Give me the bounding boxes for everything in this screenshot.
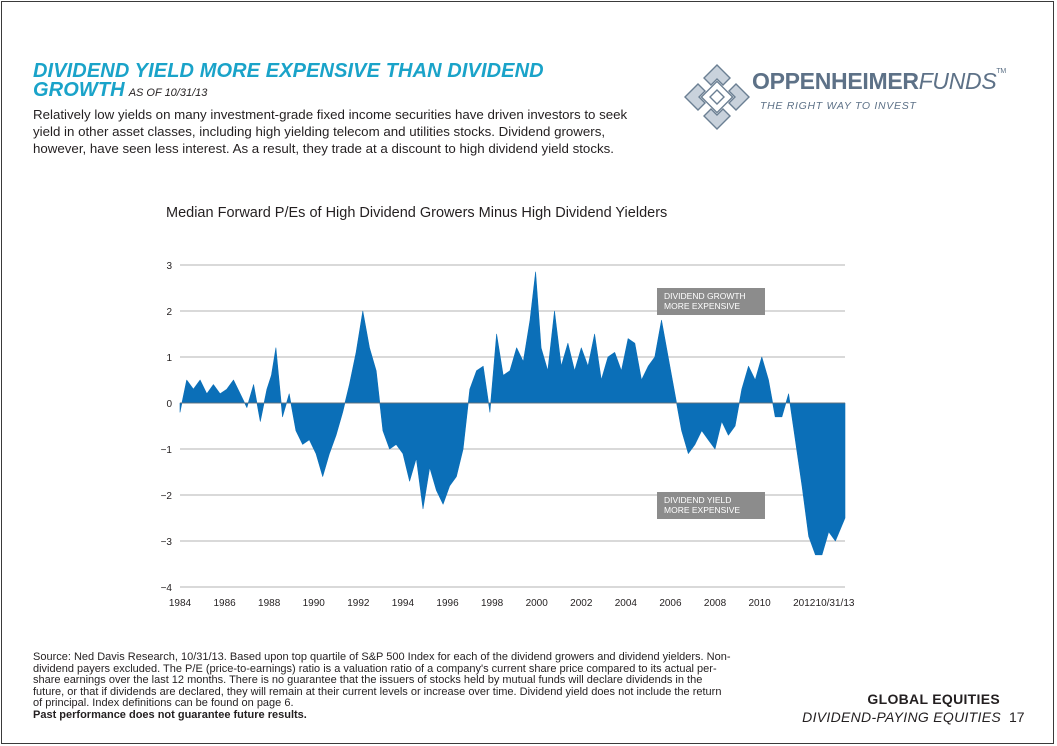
annotation-label: DIVIDEND YIELD: [664, 495, 731, 505]
annotation-box: [657, 288, 765, 315]
annotation-label: MORE EXPENSIVE: [664, 301, 740, 311]
x-tick-label: 1984: [169, 598, 192, 609]
page-title: DIVIDEND YIELD MORE EXPENSIVE THAN DIVID…: [33, 60, 593, 103]
y-tick-label: 2: [166, 307, 172, 318]
pe-spread-chart: 3 2 1 0 −1 −2 −3 −4 1984 1986 1988 1990 1992 1994 1996…: [161, 261, 855, 609]
y-tick-label: 3: [166, 261, 172, 272]
annotation-label: MORE EXPENSIVE: [664, 505, 740, 515]
intro-paragraph: Relatively low yields on many investment…: [33, 107, 628, 156]
area-series: [179, 271, 846, 556]
x-tick-label: 1998: [481, 598, 504, 609]
x-tick-label: 10/31/13: [816, 598, 855, 609]
y-tick-label: 1: [166, 353, 172, 364]
source-text: Source: Ned Davis Research, 10/31/13. Ba…: [33, 651, 731, 710]
x-tick-label: 1996: [436, 598, 459, 609]
x-tick-label: 1986: [213, 598, 236, 609]
as-of-date: AS OF 10/31/13: [128, 87, 208, 99]
logo-name-bold: OPPENHEIMER: [752, 68, 919, 94]
performance-disclaimer: Past performance does not guarantee futu…: [33, 708, 307, 721]
y-tick-label: 0: [166, 399, 172, 410]
annotation-label: DIVIDEND GROWTH: [664, 291, 746, 301]
headline-text: DIVIDEND YIELD MORE EXPENSIVE THAN DIVID…: [33, 60, 544, 101]
x-tick-label: 2010: [748, 598, 771, 609]
y-tick-label: −4: [161, 583, 173, 594]
footer-section: GLOBAL EQUITIES: [867, 691, 1000, 707]
chart-title: Median Forward P/Es of High Dividend Gro…: [166, 205, 668, 221]
x-tick-label: 2000: [526, 598, 549, 609]
x-tick-label: 2008: [704, 598, 727, 609]
x-tick-label: 1992: [347, 598, 370, 609]
annotation-box: [657, 492, 765, 519]
y-tick-label: −1: [161, 445, 173, 456]
logo-tagline: THE RIGHT WAY TO INVEST: [760, 100, 917, 112]
logo-name-light: FUNDS: [918, 68, 997, 94]
source-note: Source: Ned Davis Research, 10/31/13. Ba…: [33, 651, 733, 722]
logo-mark-icon: [684, 64, 750, 130]
logo-trademark: TM: [996, 68, 1006, 75]
logo-wordmark: OPPENHEIMERFUNDSTM: [752, 68, 1006, 95]
x-tick-label: 2004: [615, 598, 638, 609]
y-tick-label: −3: [161, 537, 173, 548]
x-tick-label: 1994: [392, 598, 415, 609]
x-tick-label: 2006: [659, 598, 682, 609]
x-tick-label: 1990: [303, 598, 326, 609]
y-tick-label: −2: [161, 491, 173, 502]
x-tick-label: 2002: [570, 598, 593, 609]
page-number: 17: [1009, 709, 1025, 725]
footer-subsection: DIVIDEND-PAYING EQUITIES: [802, 709, 1001, 725]
x-tick-label: 2012: [793, 598, 816, 609]
x-tick-label: 1988: [258, 598, 281, 609]
oppenheimer-logo: OPPENHEIMERFUNDSTM THE RIGHT WAY TO INVE…: [682, 62, 1012, 132]
